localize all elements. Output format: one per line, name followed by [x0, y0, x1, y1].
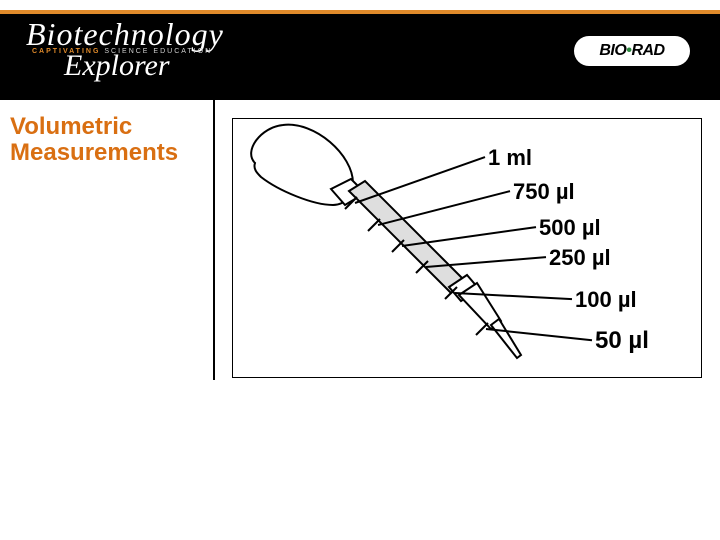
label-layer: 1 ml 750 µl 500 µl 250 µl 100 µl 50 µl — [233, 119, 701, 377]
title-line1: Volumetric — [10, 113, 132, 140]
brand-left: Biotechnology CAPTIVATING SCIENCE EDUCAT… — [26, 18, 224, 81]
biorad-prefix: BIO — [599, 42, 626, 59]
header: Biotechnology CAPTIVATING SCIENCE EDUCAT… — [0, 0, 720, 100]
pipet-figure: 1 ml 750 µl 500 µl 250 µl 100 µl 50 µl — [232, 118, 702, 378]
vertical-divider — [213, 100, 215, 380]
volume-label-5: 50 µl — [595, 327, 649, 355]
content: Volumetric Measurements 1 ml 750 µl 500 µl… — [0, 100, 720, 540]
volume-label-3: 250 µl — [549, 245, 611, 271]
volume-label-4: 100 µl — [575, 287, 637, 313]
volume-label-2: 500 µl — [539, 215, 601, 241]
title-line2: Measurements — [10, 139, 178, 166]
volume-label-0: 1 ml — [488, 145, 532, 171]
biorad-suffix: RAD — [631, 42, 664, 59]
volume-label-1: 750 µl — [513, 179, 575, 205]
slide-title: Volumetric Measurements — [10, 114, 200, 167]
brand-line1: Biotechnology — [26, 18, 224, 50]
brand-line2: Explorer — [64, 51, 224, 81]
biorad-logo: BIO•RAD — [574, 36, 690, 66]
